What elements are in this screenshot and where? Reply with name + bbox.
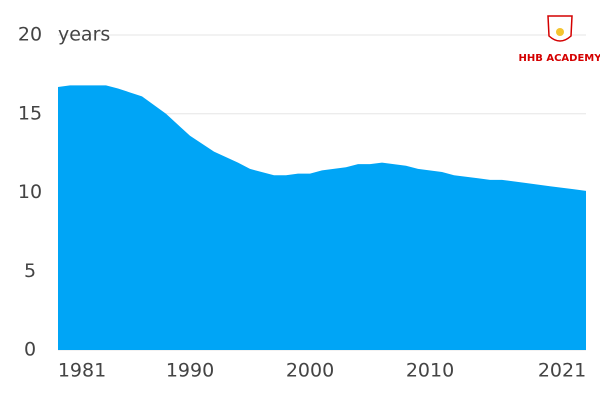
y-tick-label: 15 (18, 102, 42, 124)
y-tick-label: 10 (18, 181, 42, 203)
logo: HHB ACADEMY (519, 15, 600, 64)
y-tick-label: 5 (24, 260, 36, 282)
y-unit-label: years (58, 24, 110, 46)
y-tick-label: 0 (24, 339, 36, 361)
area (58, 85, 586, 351)
x-tick-label: 2010 (406, 360, 454, 382)
logo-emblem (556, 28, 564, 36)
x-tick-label: 2000 (286, 360, 334, 382)
x-tick-label: 1981 (58, 360, 106, 382)
y-tick-label: 20 (18, 24, 42, 46)
logo-text: HHB ACADEMY (519, 53, 600, 64)
x-tick-label: 1990 (166, 360, 214, 382)
x-tick-label: 2021 (538, 360, 586, 382)
